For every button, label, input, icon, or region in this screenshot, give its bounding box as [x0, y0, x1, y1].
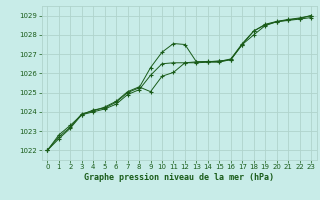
X-axis label: Graphe pression niveau de la mer (hPa): Graphe pression niveau de la mer (hPa) — [84, 173, 274, 182]
